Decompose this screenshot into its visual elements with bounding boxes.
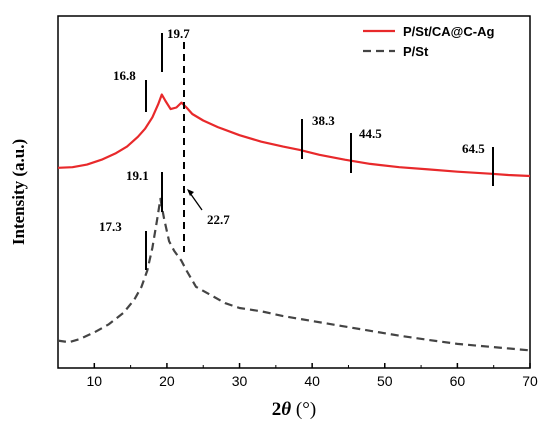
x-tick-label: 10	[87, 373, 103, 389]
legend-label-p-st: P/St	[403, 44, 429, 59]
plot-frame	[57, 15, 531, 369]
arrow-22-7	[189, 192, 203, 211]
y-axis-label: Intensity (a.u.)	[9, 139, 28, 245]
annotation-17-3: 17.3	[99, 219, 122, 234]
x-tick-label: 30	[232, 373, 248, 389]
x-tick-label: 60	[450, 373, 466, 389]
annotation-44-5: 44.5	[359, 126, 382, 141]
annotation-64-5: 64.5	[462, 141, 485, 156]
x-axis-label-main: 2	[272, 399, 282, 420]
arrow-head-22-7	[187, 189, 194, 196]
x-axis-label: 2θ (°)	[272, 399, 316, 420]
x-tick-label: 40	[304, 373, 320, 389]
annotation-22-7: 22.7	[207, 212, 230, 227]
x-tick-label: 70	[522, 373, 538, 389]
x-tick-label: 20	[159, 373, 175, 389]
series-line-p-st	[57, 197, 531, 352]
x-axis-label-theta: θ	[281, 399, 291, 420]
annotation-38-3: 38.3	[312, 113, 335, 128]
annotation-19-7: 19.7	[167, 26, 190, 41]
x-axis-label-unit: (°)	[291, 399, 316, 420]
series-line-p-st-ca-c-ag	[57, 93, 531, 178]
x-axis: 10 20 30 40 50 60 70	[57, 363, 538, 389]
annotation-19-1: 19.1	[126, 168, 149, 183]
x-tick-label: 50	[377, 373, 393, 389]
legend: P/St/CA@C-Ag P/St	[363, 24, 494, 59]
legend-label-p-st-ca-c-ag: P/St/CA@C-Ag	[403, 24, 494, 39]
annotation-16-8: 16.8	[113, 68, 136, 83]
